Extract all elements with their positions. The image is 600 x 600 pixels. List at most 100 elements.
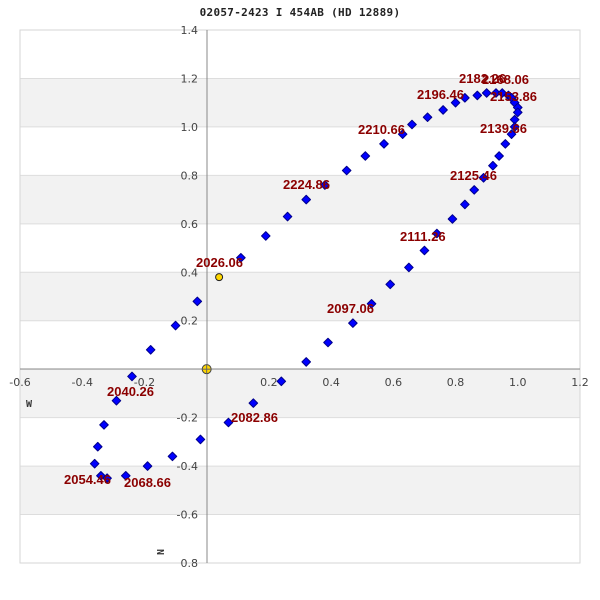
orbit-point (282, 211, 293, 222)
band (20, 272, 580, 321)
orbit-point (145, 345, 156, 355)
epoch-label: 2139.66 (480, 121, 527, 136)
y-tick-label: 0.4 (181, 266, 199, 279)
chart-title: 02057-2423 I 454AB (HD 12889) (199, 6, 401, 19)
orbit-point (447, 214, 458, 224)
y-axis-name: N (154, 549, 165, 555)
x-tick-label: 1.2 (571, 376, 589, 389)
plot-frame (19, 29, 581, 564)
epoch-label: 2054.46 (64, 472, 111, 487)
epoch-labels: 2026.06 2040.26 2054.46 2068.66 2082.86 2097.… (64, 71, 537, 490)
epoch-label: 2026.06 (196, 255, 243, 270)
orbit-point (460, 199, 470, 210)
epoch-label: 2097.06 (327, 301, 374, 316)
orbit-point (301, 357, 312, 367)
epoch-label: 2040.26 (107, 384, 154, 399)
y-tick-label: 1.2 (181, 72, 199, 85)
orbit-point (407, 119, 417, 130)
background-bands (20, 78, 580, 515)
epoch-label: 2111.26 (400, 229, 446, 244)
orbit-point (96, 470, 106, 481)
orbit-point (500, 139, 511, 149)
orbit-point (385, 279, 396, 290)
orbit-point (167, 451, 178, 462)
y-tick-label: -0.2 (177, 412, 198, 425)
orbit-point (360, 151, 371, 161)
orbit-point (432, 228, 442, 239)
orbit-point (127, 371, 137, 382)
orbit-point (99, 420, 109, 430)
orbit-point (512, 107, 523, 118)
x-tick-labels: -0.6 -0.4 -0.2 0.2 0.4 0.6 0.8 1.0 1.2 (9, 376, 588, 389)
orbit-point (494, 151, 504, 161)
orbit-point (223, 417, 234, 428)
band (20, 466, 580, 515)
band (20, 369, 580, 418)
orbit-point (142, 461, 153, 471)
epoch-label: 2082.86 (231, 410, 278, 425)
epoch-label: 2068.66 (124, 475, 171, 490)
current-position-marker (215, 273, 224, 282)
y-tick-label: 0.8 (181, 557, 199, 570)
orbit-points (89, 88, 523, 484)
epoch-label: 2182.26 (459, 71, 506, 86)
orbit-point (422, 112, 433, 123)
orbit-point (488, 160, 498, 171)
orbit-point (397, 129, 408, 139)
orbit-point (260, 231, 271, 241)
orbit-point (438, 105, 448, 115)
orbit-point (469, 185, 480, 195)
orbit-point (276, 376, 287, 387)
orbit-point (348, 318, 358, 328)
y-tick-label: -0.4 (177, 460, 198, 473)
band (20, 78, 580, 127)
x-tick-label: -0.2 (134, 376, 155, 389)
x-axis-name: W (26, 399, 33, 410)
x-tick-label: 0.8 (447, 376, 465, 389)
orbit-point (404, 262, 414, 273)
y-tick-label: -0.6 (177, 509, 198, 522)
band (20, 175, 580, 224)
orbit-point (509, 122, 520, 132)
orbit-point (323, 337, 333, 348)
orbit-point (450, 97, 461, 108)
epoch-label: 2196.46 (417, 87, 464, 102)
orbit-point (248, 398, 259, 408)
x-tick-label: 0.2 (260, 376, 278, 389)
y-tick-labels: 1.4 1.2 1.0 0.8 0.6 0.4 0.2 -0.2 -0.4 -0.6 0.8 (177, 24, 198, 570)
orbit-point (419, 245, 430, 256)
x-tick-label: 1.0 (509, 376, 527, 389)
epoch-label: 2153.86 (490, 89, 537, 104)
orbit-point (472, 90, 483, 101)
orbit-point (195, 434, 206, 445)
orbit-point (92, 441, 103, 452)
epoch-label: 2168.06 (482, 72, 529, 87)
y-tick-label: 0.2 (181, 315, 199, 328)
special-markers (201, 273, 224, 375)
orbit-point (301, 194, 312, 205)
orbit-point (89, 458, 100, 469)
orbit-point (506, 129, 517, 139)
orbit-point (192, 296, 203, 307)
x-tick-label: 0.4 (322, 376, 340, 389)
x-tick-label: 0.6 (385, 376, 403, 389)
orbit-point (478, 172, 489, 183)
orbit-point (120, 470, 131, 481)
orbit-point (460, 93, 470, 103)
orbit-point (341, 165, 352, 176)
orbit-point (236, 252, 246, 263)
epoch-label: 2125.46 (450, 168, 497, 183)
y-tick-label: 0.8 (181, 169, 199, 182)
y-tick-label: 1.4 (181, 24, 199, 37)
orbit-point (366, 298, 377, 309)
orbit-point (379, 139, 389, 149)
y-tick-label: 1.0 (181, 121, 199, 134)
y-tick-label: 0.6 (181, 218, 199, 231)
orbit-point (481, 88, 492, 98)
epoch-label: 2224.86 (283, 177, 330, 192)
orbit-point (111, 395, 122, 406)
x-tick-label: -0.6 (9, 376, 30, 389)
epoch-label: 2210.66 (358, 122, 405, 137)
orbit-point (170, 320, 181, 331)
